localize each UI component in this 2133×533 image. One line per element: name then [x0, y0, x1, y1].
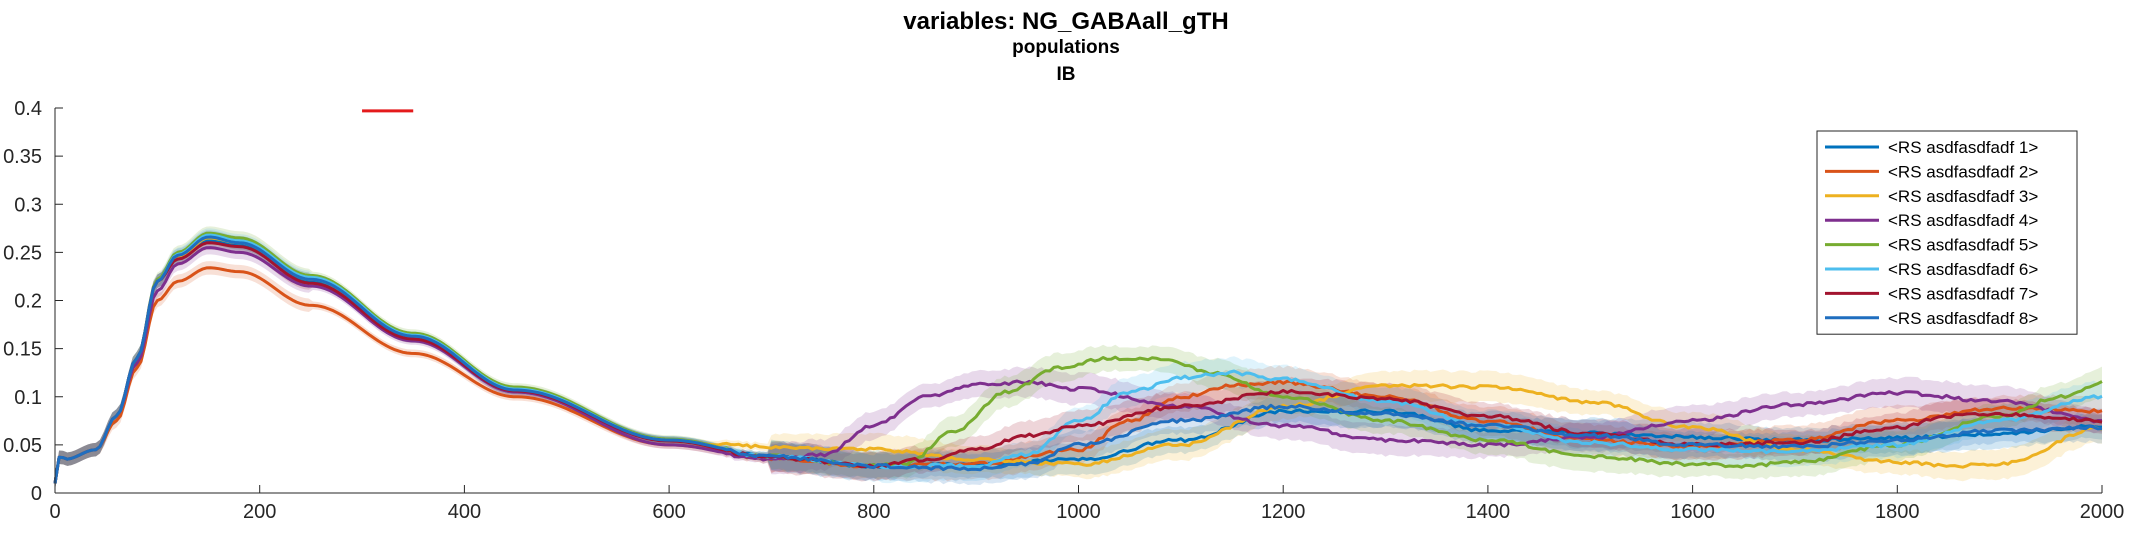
y-tick-label: 0.3 [14, 194, 42, 216]
y-tick-label: 0 [31, 483, 42, 505]
x-tick-label: 600 [652, 501, 685, 523]
chart-subtitle-ib: IB [1057, 64, 1076, 85]
chart-title: variables: NG_GABAall_gTH [903, 8, 1228, 35]
legend-label-6: <RS asdfasdfadf 6> [1888, 260, 2038, 279]
x-tick-label: 400 [448, 501, 481, 523]
series-line-7 [53, 241, 2103, 484]
y-tick-label: 0.05 [3, 435, 42, 457]
y-tick-label: 0.15 [3, 339, 42, 361]
legend-label-2: <RS asdfasdfadf 2> [1888, 162, 2038, 181]
series-line-5 [53, 231, 2103, 484]
x-tick-label: 200 [243, 501, 276, 523]
error-band-4 [55, 240, 2102, 491]
x-tick-label: 2000 [2080, 501, 2125, 523]
error-band-8 [55, 230, 2102, 491]
legend-label-4: <RS asdfasdfadf 4> [1888, 211, 2038, 230]
legend-label-1: <RS asdfasdfadf 1> [1888, 138, 2038, 157]
legend-label-8: <RS asdfasdfadf 8> [1888, 309, 2038, 328]
error-band-5 [55, 226, 2102, 491]
error-band-7 [55, 236, 2102, 491]
x-tick-label: 0 [49, 501, 60, 523]
y-tick-label: 0.1 [14, 387, 42, 409]
series-line-4 [53, 246, 2102, 484]
x-tick-label: 1000 [1056, 501, 1101, 523]
legend-label-7: <RS asdfasdfadf 7> [1888, 284, 2038, 303]
y-tick-label: 0.4 [14, 98, 42, 120]
error-band-1 [55, 234, 2102, 491]
series-line-8 [53, 235, 2103, 484]
legend-label-3: <RS asdfasdfadf 3> [1888, 187, 2038, 206]
x-tick-label: 800 [857, 501, 890, 523]
y-tick-label: 0.2 [14, 291, 42, 313]
legend: <RS asdfasdfadf 1> <RS asdfasdfadf 2> <RS … [1816, 130, 2078, 335]
axes: 0 200 400 600 800 1000 1200 1400 1600 1800 2000 0 0.… [3, 98, 2124, 523]
y-tick-label: 0.35 [3, 146, 42, 168]
legend-label-5: <RS asdfasdfadf 5> [1888, 236, 2038, 255]
plot-area: 0 200 400 600 800 1000 1200 1400 1600 1800 2000 0 0.… [3, 98, 2124, 523]
chart-subtitle-populations: populations [1012, 37, 1120, 58]
x-tick-label: 1800 [1875, 501, 1920, 523]
x-tick-label: 1400 [1466, 501, 1511, 523]
y-tick-label: 0.25 [3, 242, 42, 264]
x-tick-label: 1600 [1670, 501, 1715, 523]
legend-box [1816, 130, 2078, 335]
series-line-2 [53, 266, 2103, 484]
x-tick-label: 1200 [1261, 501, 1306, 523]
series-lines [53, 109, 2103, 484]
